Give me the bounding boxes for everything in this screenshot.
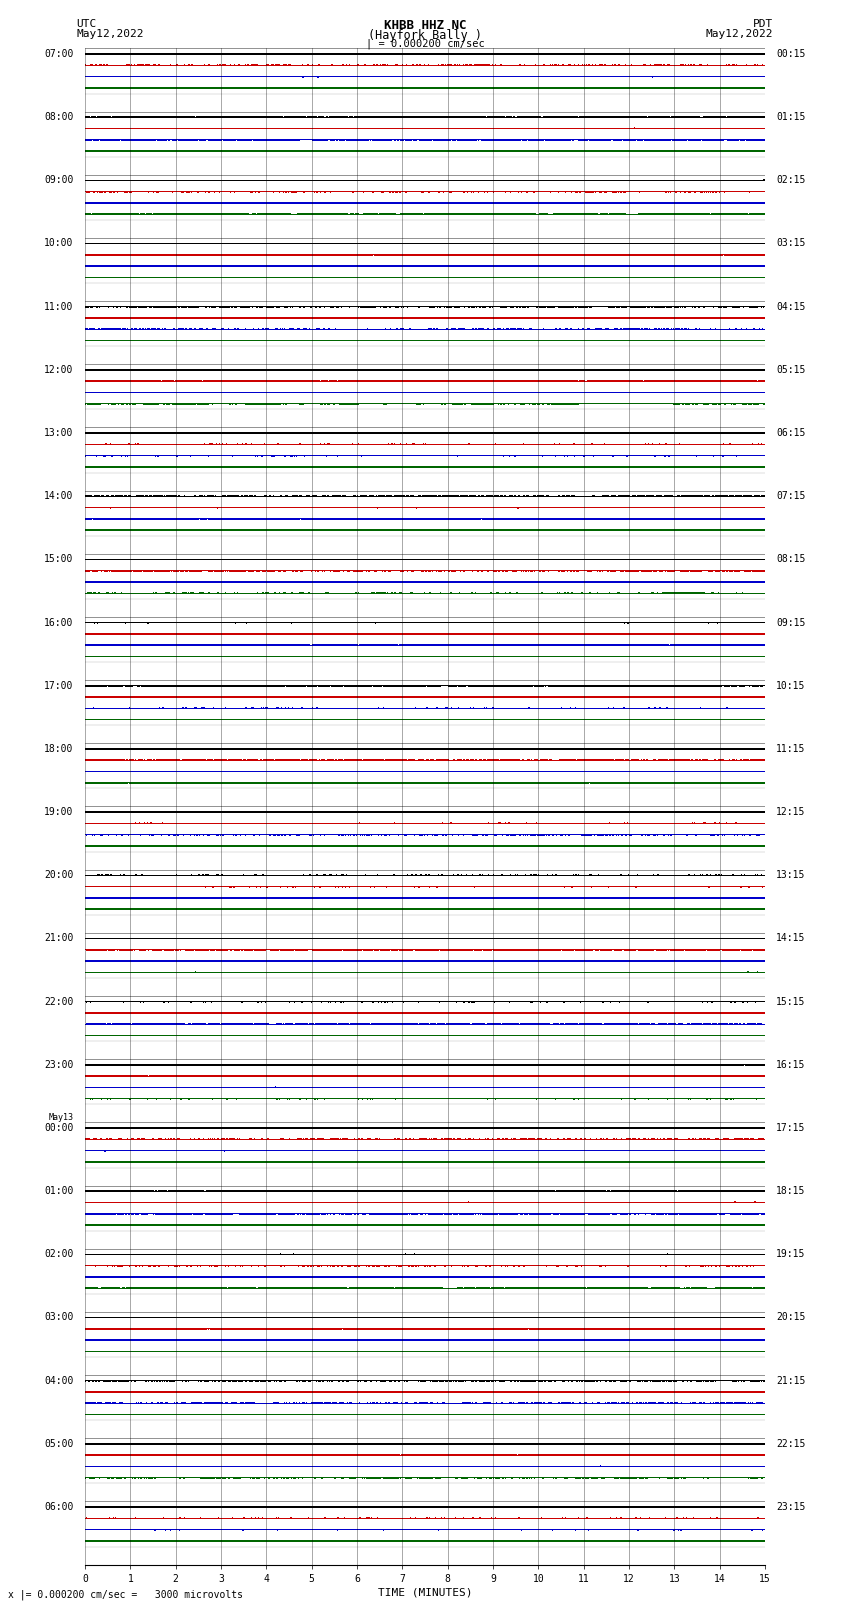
Text: (Hayfork Bally ): (Hayfork Bally ) [368, 29, 482, 42]
Text: 20:15: 20:15 [776, 1313, 806, 1323]
Text: 08:15: 08:15 [776, 555, 806, 565]
Text: May12,2022: May12,2022 [76, 29, 144, 39]
Text: 22:00: 22:00 [44, 997, 74, 1007]
Text: 02:00: 02:00 [44, 1250, 74, 1260]
Text: 14:00: 14:00 [44, 492, 74, 502]
Text: 16:00: 16:00 [44, 618, 74, 627]
Text: 14:15: 14:15 [776, 934, 806, 944]
Text: 07:15: 07:15 [776, 492, 806, 502]
Text: 09:00: 09:00 [44, 176, 74, 185]
Text: 07:00: 07:00 [44, 48, 74, 60]
Text: 00:00: 00:00 [44, 1123, 74, 1132]
Text: 13:00: 13:00 [44, 427, 74, 439]
Text: x |= 0.000200 cm/sec =   3000 microvolts: x |= 0.000200 cm/sec = 3000 microvolts [8, 1589, 243, 1600]
Text: 15:00: 15:00 [44, 555, 74, 565]
Text: KHBB HHZ NC: KHBB HHZ NC [383, 19, 467, 32]
Text: PDT: PDT [753, 19, 774, 29]
Text: 21:00: 21:00 [44, 934, 74, 944]
Text: 17:15: 17:15 [776, 1123, 806, 1132]
Text: 10:15: 10:15 [776, 681, 806, 690]
Text: 04:15: 04:15 [776, 302, 806, 311]
Text: UTC: UTC [76, 19, 97, 29]
Text: 03:00: 03:00 [44, 1313, 74, 1323]
X-axis label: TIME (MINUTES): TIME (MINUTES) [377, 1587, 473, 1598]
Text: 17:00: 17:00 [44, 681, 74, 690]
Text: 10:00: 10:00 [44, 239, 74, 248]
Text: 11:15: 11:15 [776, 744, 806, 753]
Text: 02:15: 02:15 [776, 176, 806, 185]
Text: 08:00: 08:00 [44, 113, 74, 123]
Text: 12:15: 12:15 [776, 806, 806, 818]
Text: 20:00: 20:00 [44, 871, 74, 881]
Text: May12,2022: May12,2022 [706, 29, 774, 39]
Text: 22:15: 22:15 [776, 1439, 806, 1448]
Text: 19:00: 19:00 [44, 806, 74, 818]
Text: 13:15: 13:15 [776, 871, 806, 881]
Text: 19:15: 19:15 [776, 1250, 806, 1260]
Text: 03:15: 03:15 [776, 239, 806, 248]
Text: | = 0.000200 cm/sec: | = 0.000200 cm/sec [366, 39, 484, 50]
Text: 16:15: 16:15 [776, 1060, 806, 1069]
Text: 01:15: 01:15 [776, 113, 806, 123]
Text: 12:00: 12:00 [44, 365, 74, 374]
Text: 11:00: 11:00 [44, 302, 74, 311]
Text: May13: May13 [48, 1113, 74, 1121]
Text: 04:00: 04:00 [44, 1376, 74, 1386]
Text: 18:15: 18:15 [776, 1186, 806, 1197]
Text: 23:00: 23:00 [44, 1060, 74, 1069]
Text: 18:00: 18:00 [44, 744, 74, 753]
Text: 00:15: 00:15 [776, 48, 806, 60]
Text: 06:00: 06:00 [44, 1502, 74, 1511]
Text: 05:00: 05:00 [44, 1439, 74, 1448]
Text: 05:15: 05:15 [776, 365, 806, 374]
Text: 01:00: 01:00 [44, 1186, 74, 1197]
Text: 06:15: 06:15 [776, 427, 806, 439]
Text: 21:15: 21:15 [776, 1376, 806, 1386]
Text: 15:15: 15:15 [776, 997, 806, 1007]
Text: 23:15: 23:15 [776, 1502, 806, 1511]
Text: 09:15: 09:15 [776, 618, 806, 627]
